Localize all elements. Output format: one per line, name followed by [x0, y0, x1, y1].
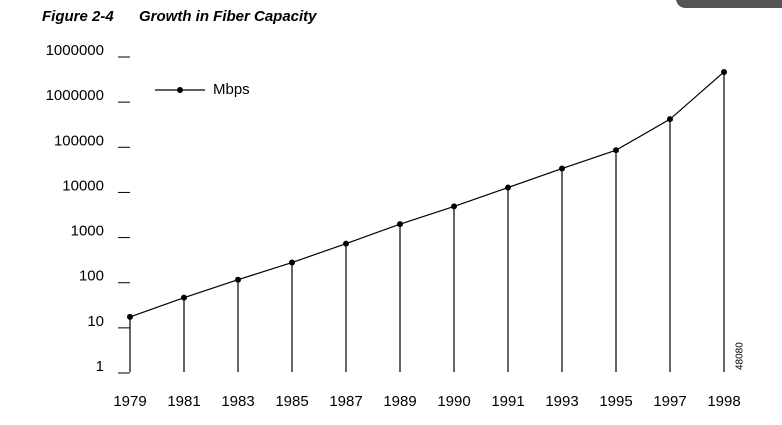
- legend-marker: [177, 87, 183, 93]
- y-tick-label: 1000000: [46, 87, 104, 104]
- y-tick-label: 1000000: [46, 42, 104, 59]
- data-point: [613, 147, 619, 154]
- y-tick-label: 10: [87, 313, 104, 330]
- figure-label: Figure 2-4: [42, 8, 114, 25]
- series-line: [129, 71, 725, 318]
- figure-id: 48080: [735, 342, 746, 370]
- window-corner: [676, 0, 782, 8]
- data-point: [667, 116, 673, 123]
- legend-label: Mbps: [213, 81, 250, 98]
- data-point: [343, 240, 349, 247]
- x-tick-label: 1985: [275, 393, 308, 410]
- data-point: [127, 313, 133, 320]
- x-tick-label: 1990: [437, 393, 470, 410]
- y-tick-label: 100000: [54, 132, 104, 149]
- data-point: [235, 276, 241, 283]
- x-tick-label: 1991: [491, 393, 524, 410]
- x-tick-label: 1989: [383, 393, 416, 410]
- x-tick-label: 1981: [167, 393, 200, 410]
- data-point: [451, 203, 457, 210]
- x-tick-label: 1995: [599, 393, 632, 410]
- data-point: [397, 221, 403, 228]
- data-point: [559, 165, 565, 172]
- data-point: [721, 68, 727, 75]
- y-tick-label: 1: [96, 358, 104, 375]
- y-tick-label: 1000: [71, 223, 104, 240]
- x-tick-label: 1998: [707, 393, 740, 410]
- y-tick-label: 100: [79, 268, 104, 285]
- data-point: [505, 184, 511, 191]
- data-point: [181, 294, 187, 301]
- x-tick-label: 1993: [545, 393, 578, 410]
- x-tick-label: 1983: [221, 393, 254, 410]
- y-tick-label: 10000: [62, 177, 104, 194]
- x-tick-label: 1997: [653, 393, 686, 410]
- x-tick-label: 1987: [329, 393, 362, 410]
- x-tick-label: 1979: [113, 393, 146, 410]
- chart-title: Growth in Fiber Capacity: [139, 8, 317, 25]
- data-point: [289, 259, 295, 266]
